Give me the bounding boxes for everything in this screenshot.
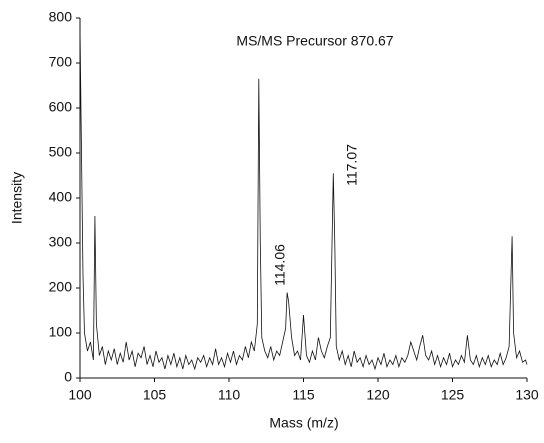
y-tick-label: 800	[49, 9, 73, 25]
spectrum-line	[79, 26, 528, 371]
x-tick-label: 115	[292, 387, 315, 403]
peak-annotation: 114.06	[272, 244, 288, 286]
x-tick-label: 120	[366, 387, 390, 403]
y-tick-label: 300	[49, 234, 73, 250]
x-tick-label: 110	[218, 387, 241, 403]
chart-title: MS/MS Precursor 870.67	[236, 33, 393, 49]
x-tick-label: 130	[515, 387, 539, 403]
y-axis-label: Intensity	[9, 172, 25, 224]
y-tick-label: 0	[64, 369, 72, 385]
y-tick-label: 100	[49, 324, 73, 340]
y-tick-label: 700	[49, 54, 73, 70]
peak-annotation: 117.07	[344, 144, 360, 186]
y-tick-label: 400	[49, 189, 73, 205]
y-tick-label: 200	[49, 279, 73, 295]
y-tick-label: 500	[49, 144, 73, 160]
x-tick-label: 125	[441, 387, 465, 403]
y-tick-label: 600	[49, 99, 73, 115]
x-tick-label: 105	[143, 387, 167, 403]
x-axis-label: Mass (m/z)	[269, 415, 338, 431]
x-tick-label: 100	[68, 387, 92, 403]
